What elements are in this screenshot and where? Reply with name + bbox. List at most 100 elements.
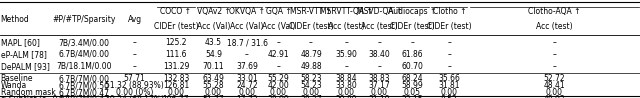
Text: 0.05: 0.05 (404, 88, 421, 97)
Text: –: – (447, 38, 451, 47)
Text: –: – (132, 50, 137, 59)
Text: 0.00: 0.00 (205, 88, 222, 97)
Text: –: – (276, 38, 280, 47)
Text: Acc (test): Acc (test) (361, 22, 397, 31)
Text: eP-ALM [78]: eP-ALM [78] (1, 50, 47, 59)
Text: –: – (132, 38, 137, 47)
Text: 0.00: 0.00 (441, 88, 458, 97)
Text: –: – (344, 38, 348, 47)
Text: 42.00: 42.00 (268, 81, 289, 90)
Text: –: – (552, 50, 556, 59)
Text: Method: Method (1, 15, 29, 24)
Text: 0.00: 0.00 (270, 88, 287, 97)
Text: MSVD-QA ↑: MSVD-QA ↑ (356, 7, 402, 16)
Text: OKVQA ↑: OKVQA ↑ (229, 7, 265, 16)
Text: #P/#TP/Sparsity: #P/#TP/Sparsity (52, 15, 116, 24)
Text: 6.7B/7M/0.50: 6.7B/7M/0.50 (59, 81, 109, 90)
Text: 68.24: 68.24 (402, 74, 423, 83)
Text: 61.86: 61.86 (402, 50, 423, 59)
Text: 33.01: 33.01 (236, 74, 258, 83)
Text: 0.00: 0.00 (546, 88, 563, 97)
Text: 49.88: 49.88 (300, 62, 322, 71)
Text: –: – (552, 38, 556, 47)
Text: MSRVTT-QA ↑: MSRVTT-QA ↑ (320, 7, 372, 16)
Text: Random mask: Random mask (1, 88, 56, 97)
Text: 48.03: 48.03 (543, 95, 565, 98)
Text: 111.6: 111.6 (165, 50, 187, 59)
Text: 54.9: 54.9 (205, 50, 222, 59)
Text: 70.11: 70.11 (203, 62, 224, 71)
Text: Acc (test): Acc (test) (536, 22, 573, 31)
Text: 39.34 (68.17%): 39.34 (68.17%) (105, 95, 164, 98)
Text: 6.7B/4M/0.00: 6.7B/4M/0.00 (59, 50, 109, 59)
Text: Acc (Val): Acc (Val) (196, 22, 230, 31)
Text: –: – (410, 38, 415, 47)
Text: 51.77: 51.77 (203, 95, 224, 98)
Text: Clotho ↑: Clotho ↑ (433, 7, 466, 16)
Text: 23.15: 23.15 (402, 95, 423, 98)
Text: 0.00 (0%): 0.00 (0%) (116, 88, 154, 97)
Text: α-SubNet (s=0.3): α-SubNet (s=0.3) (1, 95, 67, 98)
Text: 63.49: 63.49 (202, 74, 225, 83)
Text: –: – (552, 62, 556, 71)
Text: CIDEr (test): CIDEr (test) (154, 22, 198, 31)
Text: 55.28: 55.28 (203, 81, 224, 90)
Text: 48.41: 48.41 (543, 81, 565, 90)
Text: 48.79: 48.79 (300, 50, 322, 59)
Text: 57.71: 57.71 (124, 74, 145, 83)
Text: –: – (309, 38, 313, 47)
Text: 29.80: 29.80 (335, 95, 357, 98)
Text: 18.7 / 31.6: 18.7 / 31.6 (227, 38, 268, 47)
Text: –: – (447, 62, 451, 71)
Text: 58.99: 58.99 (402, 81, 423, 90)
Text: Clotho-AQA ↑: Clotho-AQA ↑ (528, 7, 580, 16)
Text: 106.77: 106.77 (163, 95, 189, 98)
Text: 37.69: 37.69 (236, 62, 258, 71)
Text: MAPL [60]: MAPL [60] (1, 38, 40, 47)
Text: 6.7B/7M/0.47: 6.7B/7M/0.47 (59, 95, 109, 98)
Text: 0.00: 0.00 (168, 88, 184, 97)
Text: 35.66: 35.66 (438, 74, 460, 83)
Text: 42.91: 42.91 (268, 50, 289, 59)
Text: 31.81: 31.81 (438, 81, 460, 90)
Text: Wanda: Wanda (1, 81, 27, 90)
Text: 7B/18.1M/0.00: 7B/18.1M/0.00 (56, 62, 112, 71)
Text: 6.7B/7M/0.47: 6.7B/7M/0.47 (59, 88, 109, 97)
Text: 31.19: 31.19 (369, 95, 390, 98)
Text: 24.72: 24.72 (236, 81, 258, 90)
Text: 55.29: 55.29 (268, 74, 289, 83)
Text: 132.83: 132.83 (163, 74, 189, 83)
Text: 0.00: 0.00 (303, 88, 319, 97)
Text: GQA ↑: GQA ↑ (266, 7, 291, 16)
Text: 35.90: 35.90 (335, 50, 357, 59)
Text: –: – (344, 62, 348, 71)
Text: 0.00: 0.00 (338, 88, 355, 97)
Text: MSR-VTT ↑: MSR-VTT ↑ (290, 7, 332, 16)
Text: 126.81: 126.81 (163, 81, 189, 90)
Text: Acc (Val): Acc (Val) (262, 22, 295, 31)
Text: COCO ↑: COCO ↑ (161, 7, 191, 16)
Text: –: – (132, 62, 137, 71)
Text: CIDEr (test): CIDEr (test) (427, 22, 472, 31)
Text: 38.83: 38.83 (369, 74, 390, 83)
Text: CIDEr (test): CIDEr (test) (289, 22, 333, 31)
Text: 38.09: 38.09 (268, 95, 289, 98)
Text: –: – (377, 62, 381, 71)
Text: –: – (245, 50, 249, 59)
Text: 52.72: 52.72 (543, 74, 565, 83)
Text: 6.7B/7M/0.00: 6.7B/7M/0.00 (59, 74, 109, 83)
Text: –: – (447, 50, 451, 59)
Text: Avg: Avg (127, 15, 142, 24)
Text: 38.84: 38.84 (335, 74, 357, 83)
Text: 125.2: 125.2 (165, 38, 187, 47)
Text: DePALM [93]: DePALM [93] (1, 62, 49, 71)
Text: 0.00: 0.00 (371, 88, 388, 97)
Text: CIDEr (test): CIDEr (test) (390, 22, 435, 31)
Text: Audiocaps ↑: Audiocaps ↑ (388, 7, 436, 16)
Text: 58.23: 58.23 (300, 74, 322, 83)
Text: Acc (Val): Acc (Val) (230, 22, 264, 31)
Text: 37.17: 37.17 (369, 81, 390, 90)
Text: Baseline: Baseline (1, 74, 33, 83)
Text: 54.23: 54.23 (300, 81, 322, 90)
Text: 38.37: 38.37 (300, 95, 322, 98)
